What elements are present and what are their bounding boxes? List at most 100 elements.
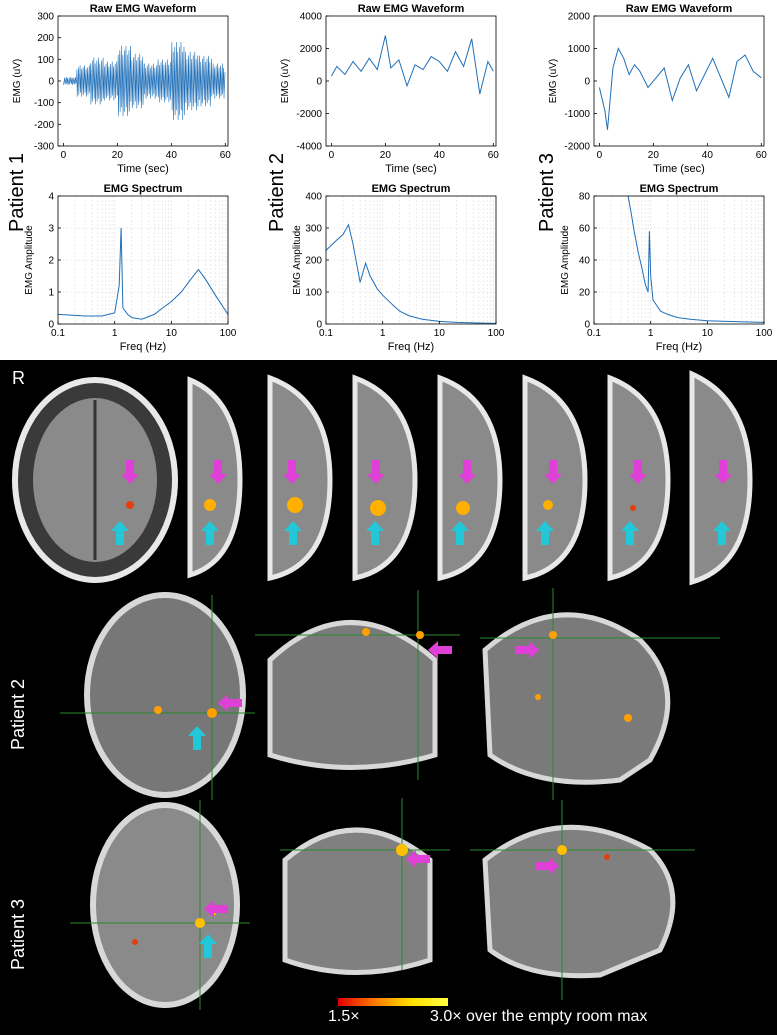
- patient-2-label: Patient 2: [266, 153, 288, 232]
- x-axis-label: Time (sec): [117, 163, 169, 175]
- arrow-up: [713, 521, 731, 545]
- chart-title: EMG Spectrum: [372, 183, 451, 195]
- arrow-up: [111, 521, 129, 545]
- axial-slice-3: [267, 374, 333, 582]
- x-tick-label: 10: [166, 328, 178, 339]
- x-tick-label: 60: [220, 150, 232, 161]
- patient-2-axial: [84, 592, 246, 798]
- x-tick-label: 20: [380, 150, 392, 161]
- x-axis-label: Time (sec): [653, 163, 705, 175]
- y-tick-label: 60: [579, 224, 591, 235]
- arrow-down: [121, 460, 139, 484]
- arrow-down: [629, 460, 647, 484]
- patient-3-mri-label: Patient 3: [8, 898, 28, 970]
- y-tick-label: 2: [48, 256, 54, 267]
- arrow-up: [284, 521, 302, 545]
- x-tick-label: 20: [648, 150, 660, 161]
- arrow-horizontal: [218, 694, 242, 712]
- y-tick-label: 300: [305, 224, 322, 235]
- y-tick-label: 2000: [300, 44, 323, 55]
- x-tick-label: 60: [488, 150, 500, 161]
- arrow-up: [188, 726, 206, 750]
- y-tick-label: 2000: [568, 12, 591, 23]
- arrow-up: [621, 521, 639, 545]
- x-tick-label: 1: [380, 328, 386, 339]
- patient-3-sagittal: [482, 824, 676, 979]
- x-tick-label: 10: [434, 328, 446, 339]
- y-axis-label: EMG (uV): [12, 59, 23, 103]
- chart-title: EMG Spectrum: [104, 183, 183, 195]
- y-tick-label: 80: [579, 192, 591, 203]
- y-tick-label: 0: [48, 77, 54, 88]
- y-tick-label: 0: [48, 320, 54, 331]
- y-tick-label: 200: [37, 33, 54, 44]
- arrow-up: [451, 521, 469, 545]
- patient-3-views: [70, 798, 695, 1010]
- series-line: [57, 227, 229, 320]
- x-tick-label: 0.1: [319, 328, 333, 339]
- activation-spots-row2: [154, 628, 632, 722]
- emg-figure-panel: 0 20 40 60 -300 -200 -100 0 100 200 300 Raw EMG Wav…: [0, 0, 777, 360]
- patient-2-mri-label: Patient 2: [8, 678, 28, 750]
- arrow-up: [536, 521, 554, 545]
- y-tick-label: 0: [584, 77, 590, 88]
- series-line: [627, 195, 765, 323]
- x-tick-label: 1: [112, 328, 118, 339]
- x-axis-label: Freq (Hz): [656, 341, 702, 353]
- series-line: [330, 35, 494, 95]
- y-tick-label: 0: [316, 320, 322, 331]
- x-tick-label: 100: [220, 328, 237, 339]
- x-tick-label: 20: [112, 150, 124, 161]
- patient-2-views: [60, 588, 720, 800]
- arrow-down: [209, 460, 227, 484]
- y-axis-label: EMG Amplitude: [560, 225, 571, 295]
- y-tick-label: 1000: [568, 44, 591, 55]
- y-axis-label: EMG Amplitude: [292, 225, 303, 295]
- arrow-up: [201, 521, 219, 545]
- patient-2-sagittal: [482, 612, 671, 785]
- y-tick-label: -100: [34, 98, 54, 109]
- patient-3-coronal: [282, 827, 433, 975]
- y-tick-label: 400: [305, 192, 322, 203]
- mri-panel: R Patient 2 Patient 3 1.5× 3.0× over the…: [0, 360, 777, 1035]
- x-tick-label: 0.1: [587, 328, 601, 339]
- arrow-down: [458, 460, 476, 484]
- y-tick-label: 3: [48, 224, 54, 235]
- chart-title: Raw EMG Waveform: [90, 3, 197, 15]
- x-tick-label: 40: [166, 150, 178, 161]
- plot-frame: [325, 15, 497, 147]
- activation-spots-row3: [132, 844, 610, 945]
- patient-2-coronal: [267, 620, 438, 770]
- y-tick-label: -2000: [296, 109, 322, 120]
- x-tick-label: 0.1: [51, 328, 65, 339]
- y-axis-label: EMG Amplitude: [24, 225, 35, 295]
- y-axis-label: EMG (uV): [280, 59, 291, 103]
- patient-3-axial: [90, 802, 240, 1008]
- axial-slice-4: [352, 374, 418, 582]
- arrow-up: [199, 934, 217, 958]
- y-tick-label: 4000: [300, 12, 323, 23]
- arrow-horizontal: [428, 641, 452, 659]
- colorbar-high-label: 3.0× over the empty room max: [430, 1008, 648, 1025]
- x-tick-label: 0: [329, 150, 335, 161]
- arrow-down: [714, 460, 732, 484]
- x-axis-label: Freq (Hz): [120, 341, 166, 353]
- arrow-down: [283, 460, 301, 484]
- arrow-horizontal: [406, 850, 430, 868]
- arrows: [111, 460, 732, 958]
- arrow-horizontal: [204, 900, 228, 918]
- y-tick-label: 40: [579, 256, 591, 267]
- x-tick-label: 0: [597, 150, 603, 161]
- colorbar: [338, 998, 448, 1006]
- x-tick-label: 10: [702, 328, 714, 339]
- x-tick-label: 40: [434, 150, 446, 161]
- chart-title: Raw EMG Waveform: [626, 3, 733, 15]
- y-tick-label: 100: [305, 288, 322, 299]
- y-tick-label: 0: [584, 320, 590, 331]
- y-tick-label: 20: [579, 288, 591, 299]
- x-tick-label: 40: [702, 150, 714, 161]
- y-tick-label: -2000: [564, 142, 590, 153]
- x-axis-label: Freq (Hz): [388, 341, 434, 353]
- orientation-label: R: [12, 368, 25, 388]
